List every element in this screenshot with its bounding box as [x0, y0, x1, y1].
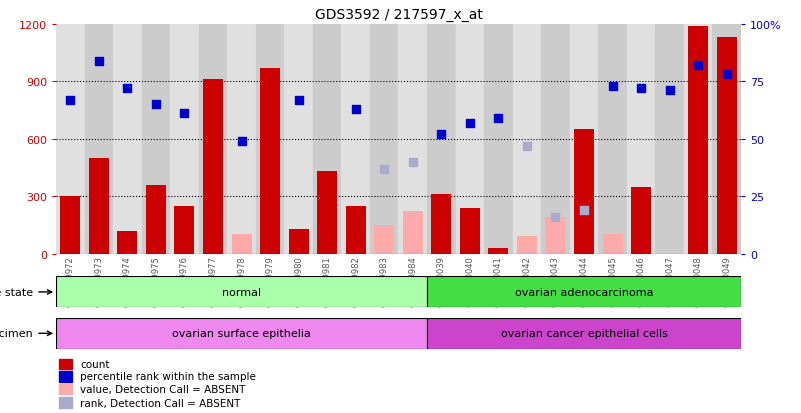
Bar [231, 235, 252, 254]
Bar [288, 229, 308, 254]
Bar [456, 25, 484, 254]
Point [464, 120, 477, 127]
Bar [517, 237, 537, 254]
Point [349, 106, 362, 113]
Text: specimen: specimen [0, 328, 52, 339]
Point [720, 72, 733, 78]
Bar [89, 159, 109, 254]
Bar [427, 25, 456, 254]
Text: ovarian cancer epithelial cells: ovarian cancer epithelial cells [501, 328, 667, 339]
Point [578, 207, 590, 214]
Point [663, 88, 676, 95]
Point [92, 58, 105, 65]
Bar [317, 172, 337, 254]
Bar [85, 25, 113, 254]
Bar [684, 25, 712, 254]
Text: ovarian adenocarcinoma: ovarian adenocarcinoma [515, 287, 654, 297]
Bar [113, 25, 142, 254]
Bar [574, 130, 594, 254]
Bar [346, 206, 366, 254]
Bar [175, 206, 195, 254]
Bar [602, 235, 622, 254]
Point [178, 111, 191, 117]
Bar [655, 25, 684, 254]
Bar [427, 277, 741, 308]
Text: ovarian surface epithelia: ovarian surface epithelia [172, 328, 311, 339]
Bar [346, 229, 366, 254]
Point [549, 214, 562, 221]
Bar [688, 27, 708, 254]
Bar [489, 248, 509, 254]
Bar [513, 25, 541, 254]
Point [606, 83, 619, 90]
Text: normal: normal [222, 287, 261, 297]
Bar [59, 384, 72, 394]
Text: rank, Detection Call = ABSENT: rank, Detection Call = ABSENT [80, 398, 240, 408]
Point [692, 63, 705, 69]
Point [64, 97, 77, 104]
Bar [56, 25, 85, 254]
Bar [59, 397, 72, 408]
Bar [570, 25, 598, 254]
Bar [56, 318, 427, 349]
Point [235, 138, 248, 145]
Bar [598, 25, 627, 254]
Bar [142, 25, 171, 254]
Point [492, 116, 505, 122]
Bar [717, 38, 737, 254]
Bar [631, 187, 651, 254]
Bar [484, 25, 513, 254]
Bar [374, 225, 394, 254]
Bar [59, 358, 72, 369]
Point [292, 97, 305, 104]
Bar [256, 25, 284, 254]
Bar [399, 25, 427, 254]
Point [121, 85, 134, 92]
Bar [427, 318, 741, 349]
Bar [118, 231, 138, 254]
Bar [370, 25, 398, 254]
Bar [227, 25, 256, 254]
Point [435, 131, 448, 138]
Bar [59, 371, 72, 382]
Bar [431, 195, 451, 254]
Bar [545, 218, 566, 254]
Bar [203, 80, 223, 254]
Text: percentile rank within the sample: percentile rank within the sample [80, 372, 256, 382]
Bar [199, 25, 227, 254]
Point [634, 85, 647, 92]
Bar [56, 277, 427, 308]
Text: count: count [80, 359, 110, 369]
Bar [712, 25, 741, 254]
Bar [60, 197, 80, 254]
Point [521, 143, 533, 150]
Point [406, 159, 419, 166]
Bar [313, 25, 341, 254]
Bar [460, 208, 480, 254]
Bar [403, 212, 423, 254]
Title: GDS3592 / 217597_x_at: GDS3592 / 217597_x_at [315, 8, 482, 22]
Bar [284, 25, 313, 254]
Bar [171, 25, 199, 254]
Bar [146, 185, 166, 254]
Bar [627, 25, 655, 254]
Point [150, 102, 163, 108]
Bar [341, 25, 370, 254]
Bar [541, 25, 570, 254]
Bar [260, 69, 280, 254]
Text: disease state: disease state [0, 287, 52, 297]
Point [378, 166, 391, 173]
Text: value, Detection Call = ABSENT: value, Detection Call = ABSENT [80, 385, 245, 394]
